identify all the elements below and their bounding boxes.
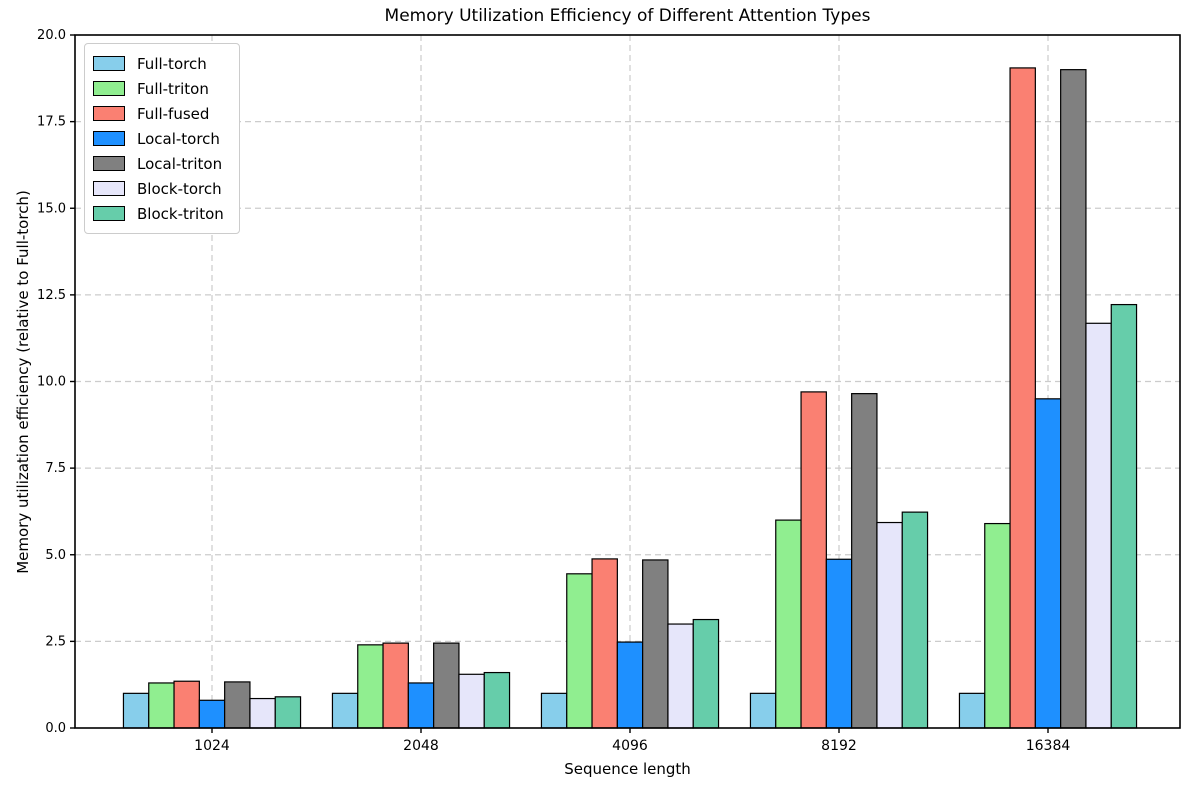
bar-block-torch-1024 [249,697,276,729]
bar-full-fused-8192 [800,391,827,729]
bar-local-torch-16384 [1034,398,1062,729]
bar-full-torch-4096 [540,692,568,729]
legend-swatch-full-fused [93,106,125,121]
bar-full-fused-1024 [173,680,200,729]
bar-block-triton-1024 [274,696,302,729]
bar-local-triton-1024 [224,681,251,729]
bar-full-fused-16384 [1009,67,1036,729]
legend-entry-block-triton: Block-triton [85,201,239,226]
bar-block-triton-4096 [692,618,720,729]
bar-local-torch-1024 [198,699,226,729]
legend-entry-full-torch: Full-torch [85,51,239,76]
legend-entry-local-triton: Local-triton [85,151,239,176]
bar-block-triton-2048 [483,671,511,729]
bar-full-triton-4096 [566,573,593,729]
y-tick-label: 0.0 [45,721,66,736]
bar-full-triton-1024 [148,682,175,729]
bar-full-fused-2048 [382,642,409,729]
legend-label: Block-torch [137,179,222,198]
legend-entry-full-triton: Full-triton [85,76,239,101]
legend-label: Full-torch [137,54,207,73]
x-tick-label: 8192 [821,738,857,754]
legend-swatch-full-torch [93,56,125,71]
y-tick-label: 12.5 [37,288,66,303]
legend-swatch-local-triton [93,156,125,171]
x-tick-label: 16384 [1026,738,1071,754]
legend-swatch-block-torch [93,181,125,196]
legend-swatch-full-triton [93,81,125,96]
y-tick-label: 7.5 [45,461,66,476]
bar-full-torch-8192 [749,692,777,729]
bar-full-torch-16384 [958,692,986,729]
bar-block-torch-16384 [1085,322,1112,729]
legend-entry-block-torch: Block-torch [85,176,239,201]
x-tick-label: 4096 [612,738,648,754]
bar-block-torch-4096 [667,623,694,729]
x-axis-label: Sequence length [564,760,691,778]
legend-entry-full-fused: Full-fused [85,101,239,126]
legend-label: Block-triton [137,204,224,223]
bar-local-torch-2048 [407,682,435,729]
bar-block-torch-2048 [458,673,485,729]
bar-local-triton-8192 [851,393,878,729]
bar-local-torch-8192 [825,558,853,729]
y-tick-label: 15.0 [37,201,66,216]
y-tick-label: 17.5 [37,115,66,130]
y-tick-label: 10.0 [37,375,66,390]
x-tick-label: 1024 [194,738,230,754]
chart-title: Memory Utilization Efficiency of Differe… [384,6,871,26]
y-tick-label: 5.0 [45,548,66,563]
legend-label: Local-triton [137,154,223,173]
y-tick-label: 2.5 [45,634,66,649]
legend-entry-local-torch: Local-torch [85,126,239,151]
bar-full-triton-8192 [775,519,802,729]
legend-label: Full-fused [137,104,210,123]
bar-local-triton-16384 [1060,69,1087,729]
bar-full-triton-2048 [357,644,384,729]
legend: Full-torch Full-triton Full-fused Local-tor… [84,43,240,234]
legend-label: Full-triton [137,79,209,98]
bar-block-triton-16384 [1110,303,1138,729]
bar-full-torch-1024 [122,692,150,729]
legend-swatch-block-triton [93,206,125,221]
bar-block-torch-8192 [876,521,903,729]
bar-local-torch-4096 [616,641,644,729]
bar-full-torch-2048 [331,692,359,729]
bar-local-triton-2048 [433,642,460,729]
bar-local-triton-4096 [642,559,669,729]
legend-label: Local-torch [137,129,220,148]
legend-swatch-local-torch [93,131,125,146]
bar-full-triton-16384 [984,522,1011,729]
bar-full-fused-4096 [591,558,618,729]
y-tick-label: 20.0 [37,28,66,43]
bar-block-triton-8192 [901,511,929,729]
x-tick-label: 2048 [403,738,439,754]
